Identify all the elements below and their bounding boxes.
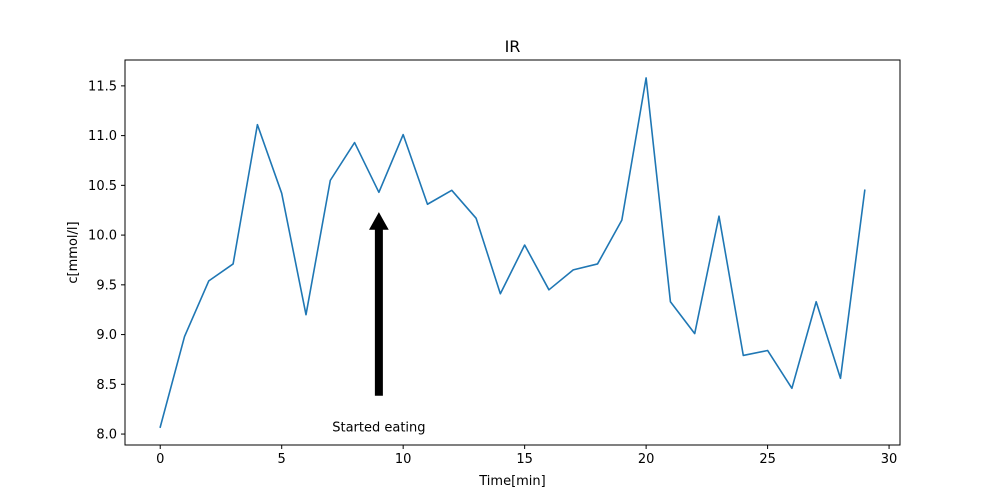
annotation-label: Started eating (332, 421, 425, 436)
chart-title: IR (505, 37, 521, 56)
y-tick-label: 8.5 (96, 378, 117, 393)
y-tick-label: 8.0 (96, 428, 117, 443)
y-tick-label: 11.0 (88, 129, 117, 144)
x-tick-label: 20 (638, 452, 655, 467)
x-tick-label: 25 (759, 452, 776, 467)
x-tick-label: 30 (881, 452, 898, 467)
x-tick-label: 10 (395, 452, 412, 467)
x-tick-label: 0 (156, 452, 164, 467)
series-line (159, 77, 866, 429)
plot-series-layer (159, 77, 866, 429)
x-axis: 0 5 10 15 20 25 30 (156, 445, 897, 467)
y-tick-label: 10.5 (88, 179, 117, 194)
x-tick-label: 5 (278, 452, 286, 467)
x-tick-label: 15 (516, 452, 533, 467)
annotation-layer: Started eating (332, 212, 426, 436)
y-tick-label: 10.0 (88, 229, 117, 244)
y-axis: 8.0 8.5 9.0 9.5 10.0 10.5 11.0 11.5 (88, 79, 125, 443)
annotation-arrow (369, 212, 389, 396)
y-tick-label: 9.0 (96, 328, 117, 343)
plot-frame (124, 59, 901, 446)
x-axis-title: Time[min] (478, 474, 545, 489)
y-axis-title: c[mmol/l] (66, 221, 81, 283)
y-tick-label: 11.5 (88, 79, 117, 94)
y-tick-label: 9.5 (96, 278, 117, 293)
